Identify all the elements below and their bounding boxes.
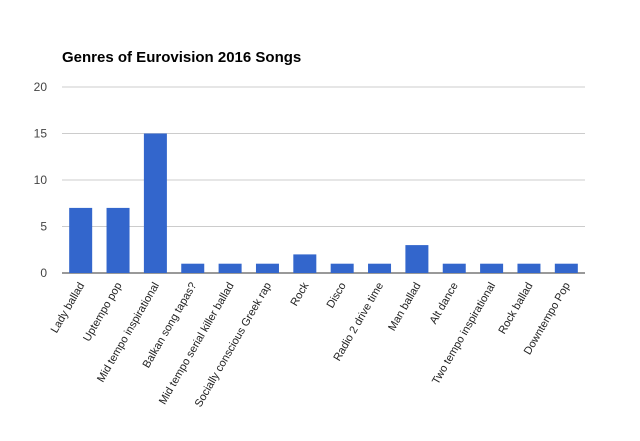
bars bbox=[69, 133, 578, 273]
x-tick-label: Rock ballad bbox=[496, 281, 535, 337]
gridlines bbox=[62, 86, 585, 274]
bar bbox=[255, 263, 279, 273]
x-tick-label: Lady ballad bbox=[49, 281, 88, 336]
bar bbox=[554, 263, 578, 273]
y-tick-label: 0 bbox=[40, 266, 47, 280]
y-tick-label: 15 bbox=[34, 127, 48, 141]
chart-title: Genres of Eurovision 2016 Songs bbox=[62, 49, 301, 66]
bar bbox=[405, 245, 429, 273]
bar bbox=[69, 207, 93, 273]
bar bbox=[330, 263, 354, 273]
bar bbox=[368, 263, 392, 273]
x-tick-label: Man ballad bbox=[386, 281, 423, 334]
bar bbox=[293, 254, 317, 273]
bar bbox=[517, 263, 541, 273]
x-tick-label: Mid tempo serial killer ballad bbox=[157, 281, 237, 407]
bar bbox=[106, 207, 130, 273]
bar bbox=[480, 263, 504, 273]
x-tick-label: Disco bbox=[325, 281, 349, 311]
x-tick-label: Socially conscious Greek rap bbox=[193, 281, 274, 410]
y-tick-label: 20 bbox=[34, 80, 48, 94]
bar bbox=[181, 263, 205, 273]
x-tick-label: Rock bbox=[288, 280, 311, 308]
y-axis: 0 5 10 15 20 bbox=[34, 80, 48, 280]
x-tick-label: Alt dance bbox=[428, 281, 461, 327]
x-tick-label: Uptempo pop bbox=[81, 281, 124, 344]
bar bbox=[218, 263, 242, 273]
y-tick-label: 5 bbox=[40, 220, 47, 234]
y-tick-label: 10 bbox=[34, 173, 48, 187]
bar bbox=[143, 133, 167, 273]
bar bbox=[442, 263, 466, 273]
